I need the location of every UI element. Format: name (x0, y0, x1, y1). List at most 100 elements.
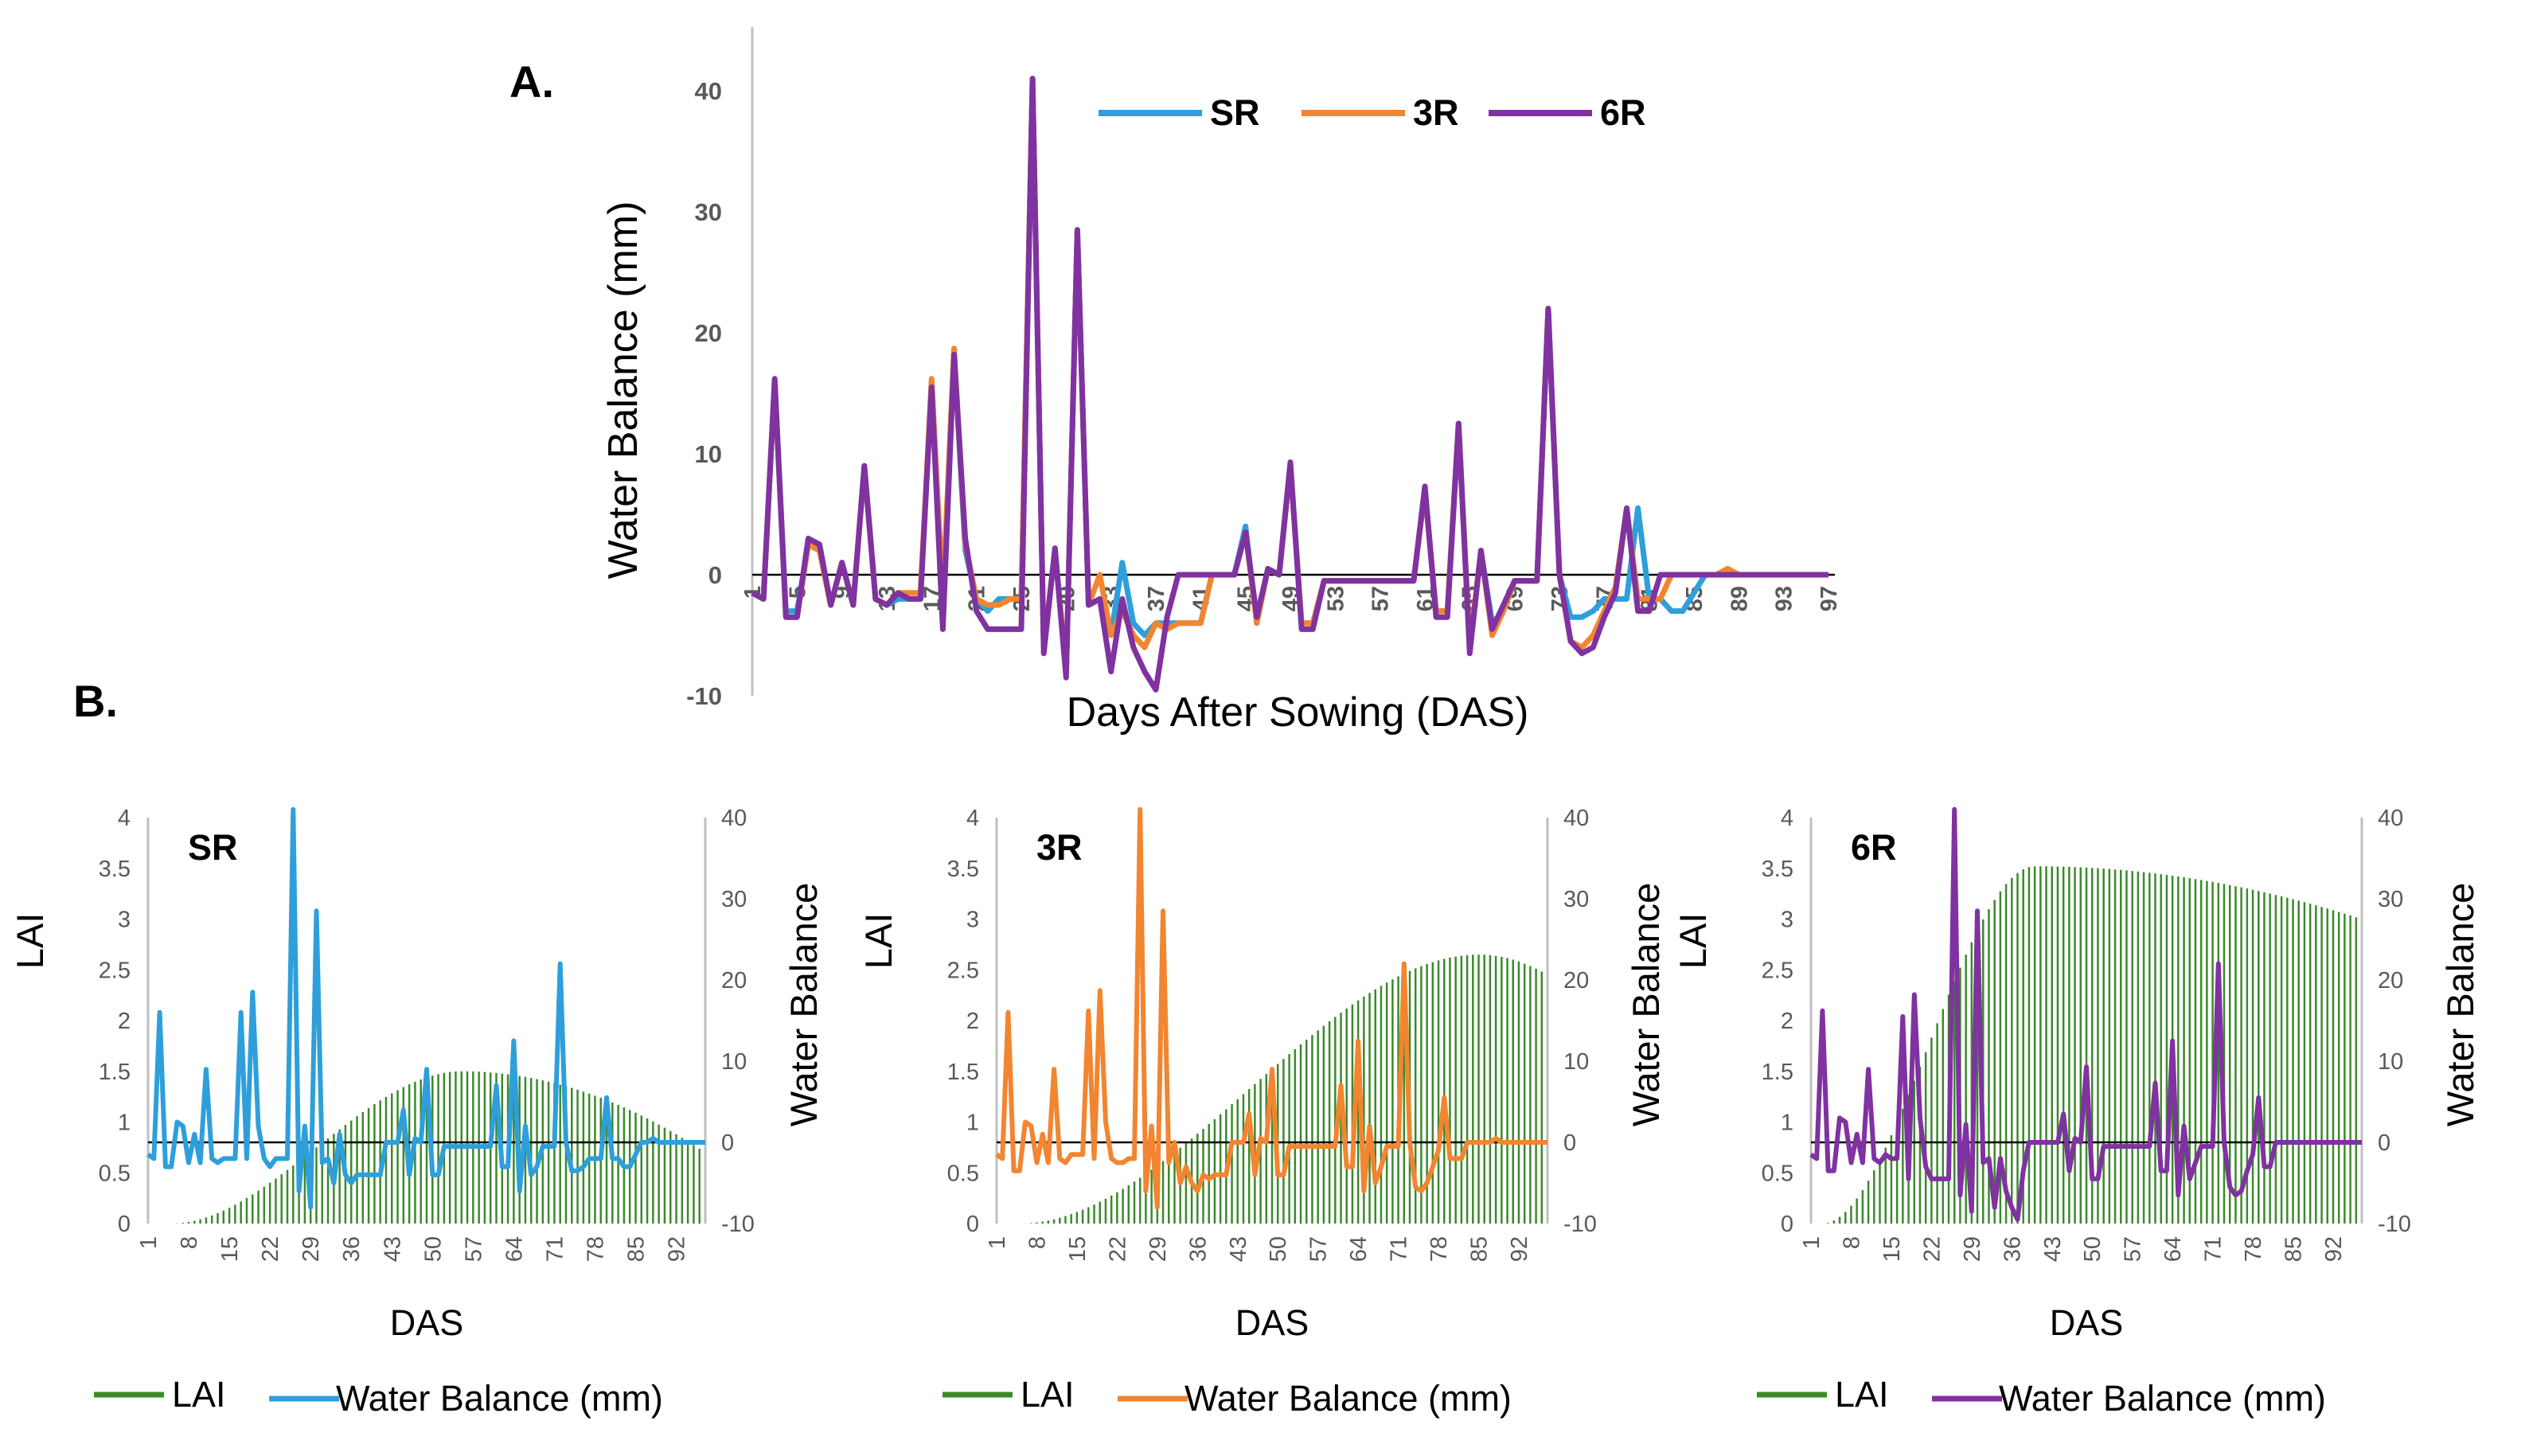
panel-b-label: B. (73, 676, 118, 726)
x-tick-label: 78 (583, 1236, 608, 1262)
right-tick-label: 0 (2378, 1130, 2390, 1156)
right-tick-label: 40 (2378, 806, 2403, 831)
legend-label-water-balance: Water Balance (mm) (336, 1378, 663, 1419)
panel-title: 3R (1036, 827, 1083, 868)
x-tick-label: 64 (502, 1236, 527, 1262)
left-tick-label: 3 (1781, 908, 1793, 933)
x-tick-label: 57 (461, 1236, 486, 1262)
x-tick-label: 71 (1387, 1236, 1412, 1262)
x-tick-label: 57 (2121, 1236, 2146, 1262)
water-balance-line (146, 806, 705, 1210)
right-tick-label: 30 (1563, 887, 1589, 912)
legend-label-6r: 6R (1600, 92, 1646, 133)
right-axis-title: Water Balance (2439, 883, 2481, 1127)
x-tick-label: 89 (1727, 586, 1752, 611)
chart-b-6r: 0 0.5 1 1.5 2 2.5 3 3.5 4 -10 0 10 20 30 40 1 8 15 22 29 36 4… (1672, 806, 2481, 1419)
left-tick-label: 1 (1781, 1111, 1793, 1136)
y-tick-label: 40 (695, 77, 722, 105)
x-tick-label: 36 (1185, 1236, 1211, 1262)
left-tick-label: 1 (966, 1111, 979, 1136)
x-tick-label: 22 (1919, 1236, 1945, 1262)
left-tick-label: 1.5 (1762, 1060, 1793, 1085)
left-axis-title: LAI (1672, 913, 1714, 970)
x-tick-label: 37 (1144, 586, 1169, 611)
left-tick-label: 2.5 (99, 958, 131, 983)
x-tick-label: 43 (1226, 1236, 1251, 1262)
x-tick-label: 93 (1772, 586, 1797, 611)
x-tick-label: 1 (136, 1236, 162, 1249)
right-tick-label: -10 (721, 1212, 755, 1237)
series-line-6r (751, 76, 1828, 693)
panel-a-label: A. (509, 57, 554, 107)
x-tick-label: 22 (1105, 1236, 1130, 1262)
x-tick-label: 64 (1346, 1236, 1372, 1262)
right-tick-label: 30 (2378, 887, 2403, 912)
right-tick-label: 20 (721, 968, 747, 993)
x-tick-label: 57 (1306, 1236, 1332, 1262)
left-tick-label: 3 (118, 908, 131, 933)
left-axis-title: LAI (857, 913, 900, 970)
left-tick-label: 4 (966, 806, 979, 831)
right-tick-label: 30 (721, 887, 747, 912)
x-tick-label: 50 (420, 1236, 446, 1262)
water-balance-line (995, 806, 1547, 1210)
right-tick-label: 40 (721, 806, 747, 831)
right-tick-label: 20 (1563, 968, 1589, 993)
x-tick-label: 8 (1024, 1236, 1050, 1249)
right-tick-label: -10 (2378, 1212, 2411, 1237)
legend-label-sr: SR (1210, 92, 1260, 133)
left-tick-label: 0 (118, 1212, 131, 1237)
x-tick-label: 15 (1065, 1236, 1091, 1262)
left-tick-label: 4 (118, 806, 131, 831)
left-tick-label: 3 (966, 908, 979, 933)
panel-title: 6R (1851, 827, 1897, 868)
x-tick-label: 29 (299, 1236, 324, 1262)
left-tick-label: 3.5 (1762, 857, 1793, 882)
left-tick-label: 0.5 (99, 1161, 131, 1186)
x-tick-label: 1 (985, 1236, 1010, 1249)
x-tick-label: 78 (2241, 1236, 2266, 1262)
right-tick-label: -10 (1563, 1212, 1597, 1237)
left-tick-label: 2 (1781, 1009, 1793, 1034)
x-tick-label: 22 (258, 1236, 283, 1262)
right-tick-label: 10 (1563, 1049, 1589, 1075)
chart-b-3r: 0 0.5 1 1.5 2 2.5 3 3.5 4 -10 0 10 20 30 40 1 8 15 22 29 36 4… (857, 806, 1667, 1419)
y-tick-label: 10 (695, 440, 722, 468)
left-tick-label: 3.5 (947, 857, 979, 882)
x-tick-label: 15 (1879, 1236, 1905, 1262)
x-axis-title: Days After Sowing (DAS) (1067, 689, 1529, 736)
x-tick-label: 1 (1799, 1236, 1825, 1249)
left-tick-label: 2.5 (1762, 958, 1793, 983)
x-tick-label: 53 (1323, 586, 1348, 611)
left-tick-label: 1.5 (947, 1060, 979, 1085)
right-tick-label: 0 (1563, 1130, 1576, 1156)
right-axis-title: Water Balance (783, 883, 825, 1127)
x-tick-label: 92 (2321, 1236, 2347, 1262)
x-tick-label: 36 (2000, 1236, 2025, 1262)
x-tick-label: 36 (339, 1236, 365, 1262)
x-tick-label: 50 (1266, 1236, 1291, 1262)
x-tick-label: 57 (1368, 586, 1394, 611)
x-tick-label: 29 (1145, 1236, 1171, 1262)
legend-label-lai: LAI (1021, 1374, 1075, 1415)
legend-label-3r: 3R (1413, 92, 1459, 133)
x-tick-label: 92 (665, 1236, 690, 1262)
legend-label-water-balance: Water Balance (mm) (1999, 1378, 2326, 1419)
right-tick-label: 10 (2378, 1049, 2403, 1075)
left-tick-label: 0 (966, 1212, 979, 1237)
x-axis-title: DAS (2050, 1302, 2124, 1343)
left-tick-label: 1.5 (99, 1060, 131, 1085)
x-tick-label: 8 (1839, 1236, 1864, 1249)
x-tick-label: 15 (217, 1236, 243, 1262)
x-tick-label: 97 (1817, 586, 1842, 611)
left-tick-label: 0.5 (1762, 1161, 1793, 1186)
x-tick-label: 71 (2201, 1236, 2227, 1262)
right-tick-label: 10 (721, 1049, 747, 1075)
y-tick-label: 30 (695, 198, 722, 226)
y-tick-label: 20 (695, 319, 722, 347)
water-balance-line (1809, 806, 2362, 1222)
y-tick-label: 0 (708, 561, 722, 589)
